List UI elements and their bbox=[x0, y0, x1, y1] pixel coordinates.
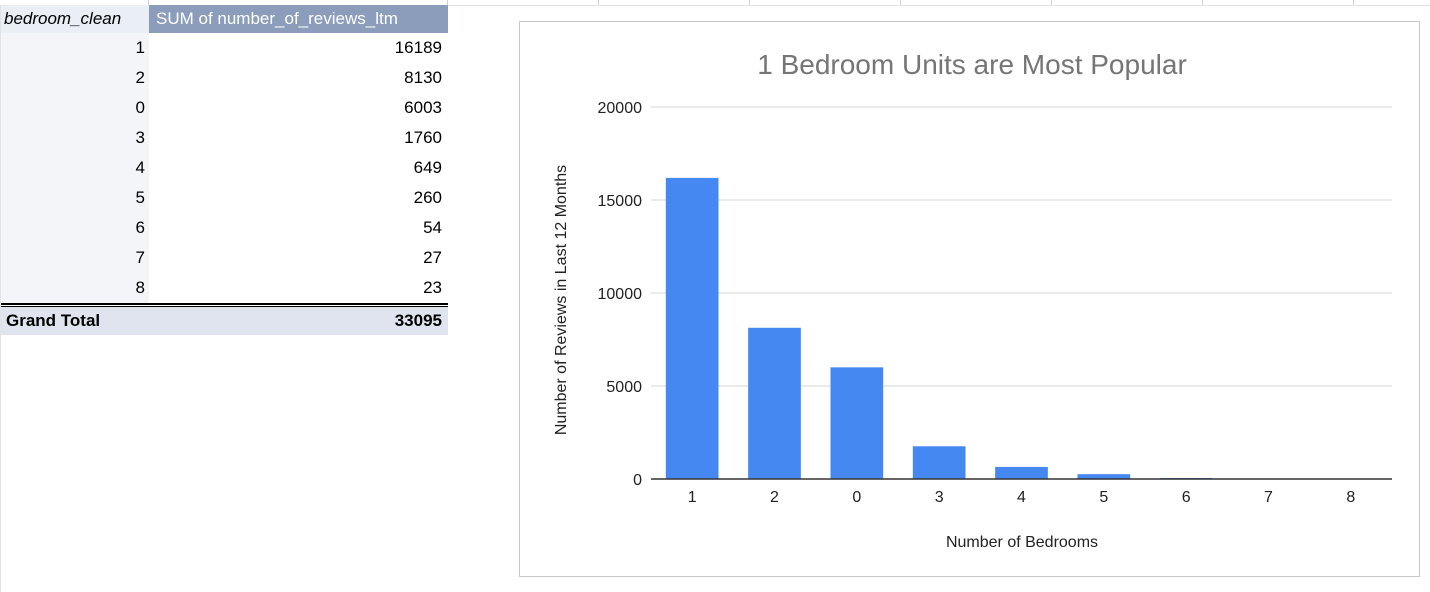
bar bbox=[748, 327, 801, 479]
pivot-cell-reviews[interactable]: 6003 bbox=[149, 93, 448, 123]
x-tick-label: 2 bbox=[770, 489, 779, 506]
x-axis-title: Number of Bedrooms bbox=[946, 534, 1098, 551]
pivot-cell-reviews[interactable]: 260 bbox=[149, 183, 448, 213]
pivot-total-row: Grand Total 33095 bbox=[1, 307, 448, 337]
pivot-cell-bedroom[interactable]: 8 bbox=[1, 273, 149, 303]
pivot-cell-bedroom[interactable]: 2 bbox=[1, 63, 149, 93]
bar bbox=[995, 466, 1048, 479]
y-tick-label: 5000 bbox=[606, 379, 642, 396]
total-separator bbox=[1, 303, 448, 307]
column-divider bbox=[1353, 0, 1354, 5]
column-divider bbox=[749, 0, 750, 5]
pivot-cell-bedroom[interactable]: 3 bbox=[1, 123, 149, 153]
pivot-row: 8 23 bbox=[1, 273, 448, 303]
bar bbox=[912, 446, 966, 479]
pivot-row: 0 6003 bbox=[1, 93, 448, 123]
column-divider bbox=[1051, 0, 1052, 5]
pivot-row: 6 54 bbox=[1, 213, 448, 243]
bar bbox=[1077, 474, 1131, 479]
pivot-cell-bedroom[interactable]: 1 bbox=[1, 33, 149, 63]
pivot-row: 2 8130 bbox=[1, 63, 448, 93]
y-tick-label: 10000 bbox=[598, 286, 643, 303]
bar bbox=[830, 367, 884, 479]
pivot-row: 5 260 bbox=[1, 183, 448, 213]
pivot-row: 3 1760 bbox=[1, 123, 448, 153]
pivot-cell-reviews[interactable]: 16189 bbox=[149, 33, 448, 63]
column-divider bbox=[1202, 0, 1203, 5]
chart-container[interactable]: 1 Bedroom Units are Most Popular 0 5000 100… bbox=[519, 21, 1420, 577]
y-axis-title: Number of Reviews in Last 12 Months bbox=[553, 165, 570, 435]
column-divider bbox=[447, 0, 448, 5]
pivot-cell-reviews[interactable]: 649 bbox=[149, 153, 448, 183]
y-tick-label: 15000 bbox=[598, 193, 643, 210]
column-divider bbox=[598, 0, 599, 5]
pivot-cell-bedroom[interactable]: 7 bbox=[1, 243, 149, 273]
bar bbox=[665, 177, 719, 480]
pivot-row: 4 649 bbox=[1, 153, 448, 183]
y-tick-label: 0 bbox=[633, 472, 642, 489]
column-divider bbox=[148, 0, 149, 5]
pivot-cell-reviews[interactable]: 23 bbox=[149, 273, 448, 303]
x-tick-label: 7 bbox=[1264, 489, 1273, 506]
sheet-column-header-strip bbox=[0, 0, 1430, 6]
x-tick-label: 5 bbox=[1099, 489, 1108, 506]
pivot-cell-bedroom[interactable]: 0 bbox=[1, 93, 149, 123]
x-tick-label: 0 bbox=[852, 489, 861, 506]
pivot-row: 7 27 bbox=[1, 243, 448, 273]
x-tick-label: 3 bbox=[935, 489, 944, 506]
x-tick-label: 1 bbox=[688, 489, 697, 506]
x-tick-label: 6 bbox=[1182, 489, 1191, 506]
pivot-header-row: bedroom_clean SUM of number_of_reviews_l… bbox=[1, 5, 448, 33]
pivot-cell-reviews[interactable]: 27 bbox=[149, 243, 448, 273]
x-tick-label: 8 bbox=[1346, 489, 1355, 506]
pivot-cell-reviews[interactable]: 8130 bbox=[149, 63, 448, 93]
column-divider bbox=[900, 0, 901, 5]
bar-chart: 1 Bedroom Units are Most Popular 0 5000 100… bbox=[553, 49, 1392, 551]
grand-total-value[interactable]: 33095 bbox=[149, 307, 448, 335]
pivot-cell-reviews[interactable]: 1760 bbox=[149, 123, 448, 153]
sheet-left-edge bbox=[0, 5, 1, 592]
x-tick-label: 4 bbox=[1017, 489, 1026, 506]
pivot-table: bedroom_clean SUM of number_of_reviews_l… bbox=[1, 5, 448, 337]
grand-total-label[interactable]: Grand Total bbox=[1, 307, 149, 335]
pivot-header-reviews[interactable]: SUM of number_of_reviews_ltm bbox=[149, 5, 448, 33]
pivot-cell-bedroom[interactable]: 6 bbox=[1, 213, 149, 243]
pivot-body: 1 16189 2 8130 0 6003 3 1760 4 649 5 260 6 54 7 27 8 23 bbox=[1, 33, 448, 303]
pivot-cell-bedroom[interactable]: 5 bbox=[1, 183, 149, 213]
pivot-cell-reviews[interactable]: 54 bbox=[149, 213, 448, 243]
y-tick-label: 20000 bbox=[598, 100, 643, 117]
pivot-header-bedroom[interactable]: bedroom_clean bbox=[1, 5, 149, 33]
pivot-row: 1 16189 bbox=[1, 33, 448, 63]
chart-title: 1 Bedroom Units are Most Popular bbox=[757, 49, 1187, 80]
pivot-cell-bedroom[interactable]: 4 bbox=[1, 153, 149, 183]
